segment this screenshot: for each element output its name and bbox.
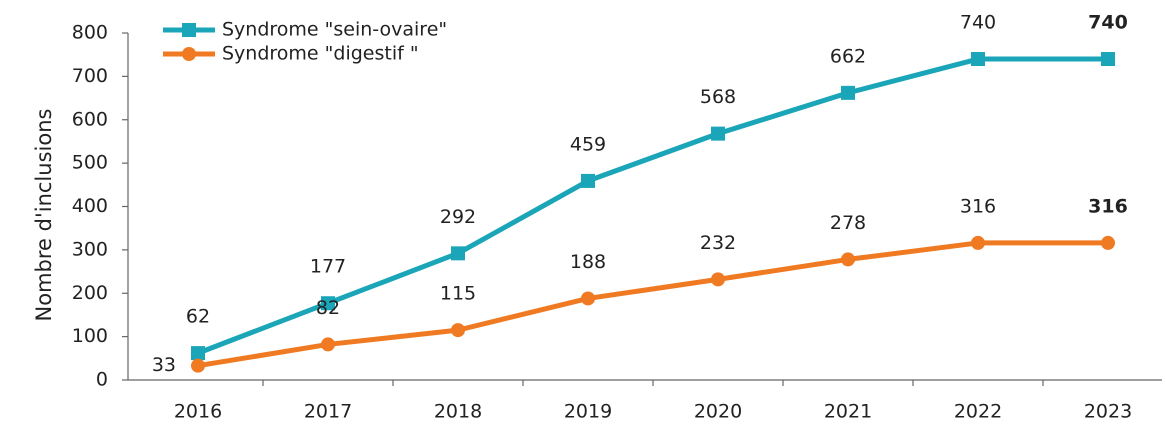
data-label: 278: [830, 212, 866, 234]
data-point: [1101, 235, 1115, 250]
data-label: 33: [152, 354, 176, 376]
data-point: [321, 296, 335, 311]
data-label: 62: [186, 306, 210, 328]
y-tick-label: 300: [72, 238, 108, 260]
data-point: [1101, 52, 1115, 67]
x-tick-label: 2022: [954, 401, 1002, 423]
data-label: 188: [570, 251, 606, 273]
x-tick-label: 2021: [824, 401, 872, 423]
y-tick-label: 600: [72, 108, 108, 130]
data-point: [841, 85, 855, 100]
series-line: [197, 56, 1108, 356]
data-label: 568: [700, 86, 736, 108]
x-tick-label: 2017: [304, 401, 352, 423]
data-point: [321, 337, 335, 352]
legend-label: Syndrome "digestif ": [222, 43, 419, 65]
data-label: 115: [440, 283, 476, 305]
y-tick-label: 100: [72, 325, 108, 347]
data-point: [191, 358, 205, 373]
data-point: [711, 126, 725, 141]
x-tick-label: 2023: [1084, 401, 1132, 423]
data-label: 459: [570, 133, 606, 155]
data-label: 177: [310, 256, 346, 278]
legend-label: Syndrome "sein-ovaire": [222, 19, 447, 41]
y-axis-label: Nombre d'inclusions: [32, 109, 56, 322]
data-label: 232: [700, 232, 736, 254]
data-point: [971, 52, 985, 67]
x-tick-label: 2016: [174, 401, 222, 423]
y-tick-label: 0: [96, 369, 108, 391]
series-line: [197, 240, 1108, 369]
y-tick-label: 800: [72, 22, 108, 44]
y-tick-label: 500: [72, 152, 108, 174]
x-tick-label: 2018: [434, 401, 482, 423]
data-label: 292: [440, 206, 476, 228]
data-point: [581, 173, 595, 188]
data-point: [711, 272, 725, 287]
y-tick-label: 700: [72, 65, 108, 87]
y-tick-label: 400: [72, 195, 108, 217]
data-label: 740: [960, 12, 996, 34]
legend-marker: [182, 47, 196, 61]
data-point: [581, 291, 595, 306]
data-point: [451, 246, 465, 261]
data-point: [191, 346, 205, 361]
data-label: 662: [830, 45, 866, 67]
data-label: 740: [1088, 12, 1128, 34]
legend-marker: [182, 23, 196, 37]
data-label: 82: [316, 297, 340, 319]
x-tick-label: 2020: [694, 401, 742, 423]
y-tick-label: 200: [72, 282, 108, 304]
data-label: 316: [960, 195, 996, 217]
data-point: [971, 235, 985, 250]
data-point: [841, 252, 855, 267]
x-tick-label: 2019: [564, 401, 612, 423]
data-point: [451, 323, 465, 338]
data-label: 316: [1088, 195, 1128, 217]
